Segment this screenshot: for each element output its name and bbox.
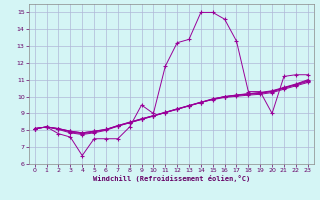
X-axis label: Windchill (Refroidissement éolien,°C): Windchill (Refroidissement éolien,°C) [92,175,250,182]
